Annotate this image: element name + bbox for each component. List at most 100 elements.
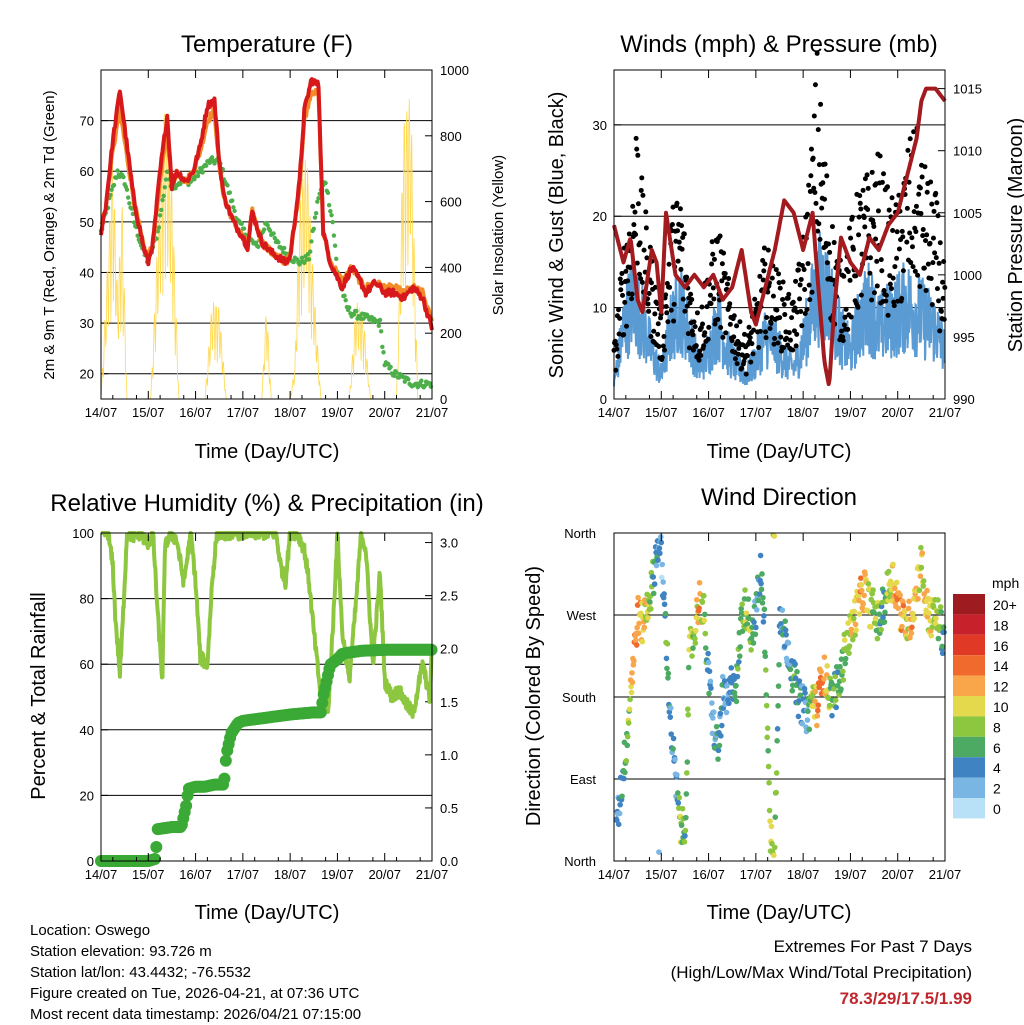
direction-point xyxy=(726,700,732,707)
dewpoint-point xyxy=(312,215,318,220)
dewpoint-point xyxy=(204,163,209,168)
y-tick-label: 50 xyxy=(80,215,94,230)
direction-point xyxy=(665,675,671,681)
gust-point xyxy=(888,286,894,292)
gust-point xyxy=(710,285,716,291)
temperature-plot: 20 30 40 50 60 70 0 200 400 600 800 1000 14/07 15/07 1… xyxy=(80,63,469,420)
gust-point xyxy=(655,331,661,337)
direction-point xyxy=(939,650,946,657)
direction-point xyxy=(761,613,767,619)
gust-point xyxy=(702,330,708,336)
gust-point xyxy=(634,146,640,152)
gust-point xyxy=(675,228,681,234)
dewpoint-point xyxy=(326,202,332,208)
direction-point xyxy=(771,844,778,851)
gust-point xyxy=(697,348,703,354)
x-tick-label: 21/07 xyxy=(416,867,449,882)
dewpoint-point xyxy=(124,187,130,192)
rainfall-point xyxy=(218,772,231,785)
gust-point xyxy=(917,284,923,290)
y2-tick-label: 1000 xyxy=(440,63,469,78)
direction-point xyxy=(650,574,657,580)
dewpoint-point xyxy=(313,211,319,216)
x-tick-label: 21/07 xyxy=(416,405,449,420)
gust-point xyxy=(927,240,933,246)
gust-point xyxy=(842,314,848,320)
gust-point xyxy=(765,289,771,295)
direction-point xyxy=(689,653,695,659)
colorbar-swatch xyxy=(953,655,985,676)
gust-point xyxy=(904,205,910,211)
gust-point xyxy=(900,234,906,240)
x-tick-label: 18/07 xyxy=(787,405,820,420)
y-tick-label: 30 xyxy=(80,316,94,331)
gust-point xyxy=(671,318,677,324)
gust-point xyxy=(923,288,929,294)
direction-point xyxy=(710,709,717,715)
direction-point xyxy=(846,643,853,649)
gust-point xyxy=(798,308,804,314)
extremes-box: Extremes For Past 7 Days (High/Low/Max W… xyxy=(671,934,972,1012)
gust-point xyxy=(770,293,776,299)
x-tick-label: 17/07 xyxy=(227,867,260,882)
dewpoint-point xyxy=(380,344,385,350)
gust-point xyxy=(905,147,911,153)
direction-point xyxy=(860,601,866,607)
gust-point xyxy=(862,176,868,182)
direction-point xyxy=(941,629,947,636)
dewpoint-point xyxy=(354,308,359,314)
y2-tick-label: 0.5 xyxy=(440,801,458,816)
direction-point xyxy=(650,590,657,597)
gust-point xyxy=(761,245,767,251)
gust-point xyxy=(875,208,881,214)
gust-point xyxy=(616,331,622,337)
gust-point xyxy=(666,261,672,267)
dewpoint-point xyxy=(334,256,339,262)
colorbar-label: 2 xyxy=(993,781,1001,797)
gust-point xyxy=(717,233,723,239)
gust-point xyxy=(909,235,915,241)
extremes-title: Extremes For Past 7 Days xyxy=(773,937,972,956)
direction-point xyxy=(742,587,748,593)
direction-point xyxy=(833,704,840,711)
direction-point xyxy=(940,624,947,631)
gust-point xyxy=(806,282,812,288)
direction-point xyxy=(796,698,802,704)
gust-point xyxy=(921,265,927,271)
gust-point xyxy=(749,341,755,347)
gust-point xyxy=(893,202,899,208)
direction-point xyxy=(935,597,941,603)
gust-point xyxy=(874,283,880,289)
direction-point xyxy=(657,550,663,557)
gust-point xyxy=(751,327,757,333)
gust-point xyxy=(678,266,684,272)
direction-point xyxy=(870,587,876,593)
dewpoint-point xyxy=(157,213,163,218)
gust-point xyxy=(887,281,893,287)
direction-point xyxy=(662,610,669,617)
direction-point xyxy=(890,561,896,568)
direction-point xyxy=(909,624,915,631)
direction-point xyxy=(641,624,648,631)
x-tick-label: 16/07 xyxy=(179,405,212,420)
dewpoint-point xyxy=(308,249,313,254)
direction-point xyxy=(758,580,764,587)
gust-point xyxy=(894,229,900,235)
direction-point xyxy=(625,720,632,726)
direction-point xyxy=(675,790,681,796)
gust-point xyxy=(760,257,766,263)
direction-point xyxy=(756,591,763,597)
extremes-values: 78.3/29/17.5/1.99 xyxy=(839,989,972,1008)
dewpoint-point xyxy=(323,180,328,186)
gust-point xyxy=(877,153,883,159)
direction-point xyxy=(783,631,789,638)
direction-point xyxy=(635,594,641,601)
colorbar-swatch xyxy=(953,736,985,758)
direction-point xyxy=(658,539,665,546)
direction-title: Wind Direction xyxy=(701,484,857,511)
gust-point xyxy=(928,179,934,185)
colorbar-swatch xyxy=(953,777,985,798)
x-tick-label: 16/07 xyxy=(692,867,725,882)
gust-point xyxy=(709,261,715,267)
dewpoint-point xyxy=(267,228,273,233)
